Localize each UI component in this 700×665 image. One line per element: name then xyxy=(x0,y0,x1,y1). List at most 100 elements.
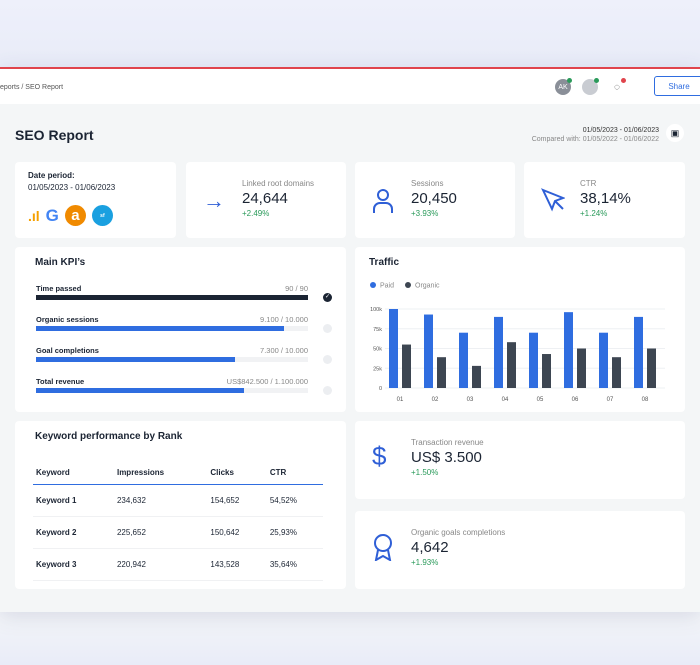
kpi-item: Goal completions 7.300 / 10.000 xyxy=(36,346,332,364)
card-title: Keyword performance by Rank xyxy=(35,431,183,442)
share-button[interactable]: Share xyxy=(654,76,700,96)
x-tick-label: 01 xyxy=(397,397,404,403)
bar-organic[interactable] xyxy=(472,365,481,388)
table-row[interactable]: Keyword 2 225,652 150,642 25,93% xyxy=(33,516,323,549)
keyword-table: Keyword Impressions Clicks CTR Keyword 1… xyxy=(33,461,323,581)
stat-label: Linked root domains xyxy=(242,179,315,188)
salesforce-icon: sf xyxy=(91,205,113,226)
bar-paid[interactable] xyxy=(529,332,538,388)
bar-organic[interactable] xyxy=(402,344,411,388)
bar-organic[interactable] xyxy=(507,342,516,388)
kpi-progress-fill xyxy=(36,357,235,362)
y-tick-label: 75k xyxy=(373,327,382,333)
table-cell: Keyword 2 xyxy=(33,516,114,549)
online-dot xyxy=(567,78,572,83)
legend-marker xyxy=(370,282,376,288)
column-header[interactable]: Clicks xyxy=(207,461,267,485)
legend-label: Paid xyxy=(380,283,394,290)
table-cell: 234,632 xyxy=(113,484,208,517)
stat-change: +3.93% xyxy=(411,209,439,218)
calendar-icon[interactable]: ▣ xyxy=(666,124,684,142)
pending-circle-icon xyxy=(323,324,332,333)
table-cell: Keyword 3 xyxy=(33,548,114,581)
traffic-card: Traffic 0 25k 50k 75k 100k Paid Organic 01 02 03 0… xyxy=(355,247,685,412)
x-tick-label: 05 xyxy=(537,397,544,403)
bar-organic[interactable] xyxy=(612,357,621,388)
x-tick-label: 07 xyxy=(607,397,614,403)
online-dot xyxy=(594,78,599,83)
table-cell: Keyword 1 xyxy=(33,484,114,517)
app-window: eports / SEO Report AK ◌ Share SEO Repor… xyxy=(0,67,700,612)
bar-paid[interactable] xyxy=(424,314,433,388)
transaction-revenue-card: $ Transaction revenue US$ 3.500 +1.50% xyxy=(355,421,685,499)
kpi-name: Time passed xyxy=(36,284,82,293)
main-kpi-card: Main KPI’s Time passed 90 / 90 ✓ Organic se… xyxy=(15,247,346,412)
stat-change: +1.93% xyxy=(411,558,439,567)
stat-change: +1.24% xyxy=(580,209,608,218)
bar-paid[interactable] xyxy=(634,316,643,388)
stat-value: 38,14% xyxy=(580,190,631,207)
table-row[interactable]: Keyword 1 234,632 154,652 54,52% xyxy=(33,484,323,517)
stat-card-ctr: CTR 38,14% +1.24% xyxy=(524,162,685,238)
bar-organic[interactable] xyxy=(437,357,446,388)
table-cell: 220,942 xyxy=(113,548,208,581)
bar-organic[interactable] xyxy=(577,348,586,389)
amazon-icon: a xyxy=(64,205,86,226)
stat-value: 20,450 xyxy=(411,190,457,207)
kpi-progress-fill xyxy=(36,388,245,393)
column-header[interactable]: CTR xyxy=(266,461,323,485)
organic-goals-card: Organic goals completions 4,642 +1.93% xyxy=(355,511,685,589)
award-icon xyxy=(372,533,394,567)
table-cell: 35,64% xyxy=(266,548,323,581)
date-range[interactable]: 01/05/2023 - 01/06/2023 Compared with: 01… xyxy=(532,126,659,144)
comments-icon[interactable]: ◌ xyxy=(609,78,626,95)
kpi-name: Total revenue xyxy=(36,377,85,386)
kpi-name: Goal completions xyxy=(36,346,99,355)
stat-value: 4,642 xyxy=(411,539,449,556)
user-icon xyxy=(372,188,394,220)
notification-dot xyxy=(621,78,626,83)
bar-paid[interactable] xyxy=(564,312,573,388)
kpi-progress-bar xyxy=(36,388,308,393)
x-tick-label: 03 xyxy=(467,397,474,403)
legend-marker xyxy=(405,282,411,288)
avatar[interactable]: AK xyxy=(555,78,572,95)
avatar-initials: AK xyxy=(558,83,568,91)
column-header[interactable]: Impressions xyxy=(113,461,208,485)
avatar-photo[interactable] xyxy=(582,78,599,95)
stat-card-sessions: Sessions 20,450 +3.93% xyxy=(355,162,515,238)
kpi-value: 7.300 / 10.000 xyxy=(260,346,308,355)
bar-organic[interactable] xyxy=(647,348,656,389)
bar-paid[interactable] xyxy=(459,332,468,388)
google-icon: G xyxy=(45,205,59,225)
x-tick-label: 02 xyxy=(432,397,439,403)
y-tick-label: 25k xyxy=(373,366,382,372)
kpi-progress-fill xyxy=(36,326,284,331)
column-header[interactable]: Keyword xyxy=(33,461,114,485)
dollar-icon: $ xyxy=(372,441,387,471)
google-analytics-icon: .ıl xyxy=(28,207,40,224)
kpi-item: Time passed 90 / 90 ✓ xyxy=(36,284,332,302)
kpi-value: US$842.500 / 1.100.000 xyxy=(226,377,308,386)
breadcrumb[interactable]: eports / SEO Report xyxy=(0,84,64,91)
y-tick-label: 50k xyxy=(373,347,382,353)
stat-card-linked-domains: → Linked root domains 24,644 +2.49% xyxy=(186,162,346,238)
keyword-card: Keyword performance by Rank Keyword Impr… xyxy=(15,421,346,589)
kpi-value: 9.100 / 10.000 xyxy=(260,315,308,324)
kpi-progress-bar xyxy=(36,295,308,300)
table-row[interactable]: Keyword 3 220,942 143,528 35,64% xyxy=(33,548,323,581)
top-bar: eports / SEO Report AK ◌ Share xyxy=(0,67,700,104)
bar-paid[interactable] xyxy=(599,332,608,388)
date-period-label: Date period: xyxy=(28,171,75,180)
x-tick-label: 04 xyxy=(502,397,509,403)
table-cell: 25,93% xyxy=(266,516,323,549)
kpi-progress-bar xyxy=(36,326,308,331)
kpi-item: Organic sessions 9.100 / 10.000 xyxy=(36,315,332,333)
stat-label: Organic goals completions xyxy=(411,528,506,537)
bar-paid[interactable] xyxy=(389,309,398,388)
bar-organic[interactable] xyxy=(542,354,551,388)
table-cell: 150,642 xyxy=(207,516,267,549)
bar-paid[interactable] xyxy=(494,316,503,388)
table-cell: 225,652 xyxy=(113,516,208,549)
date-range-text: 01/05/2023 - 01/06/2023 xyxy=(582,127,659,134)
